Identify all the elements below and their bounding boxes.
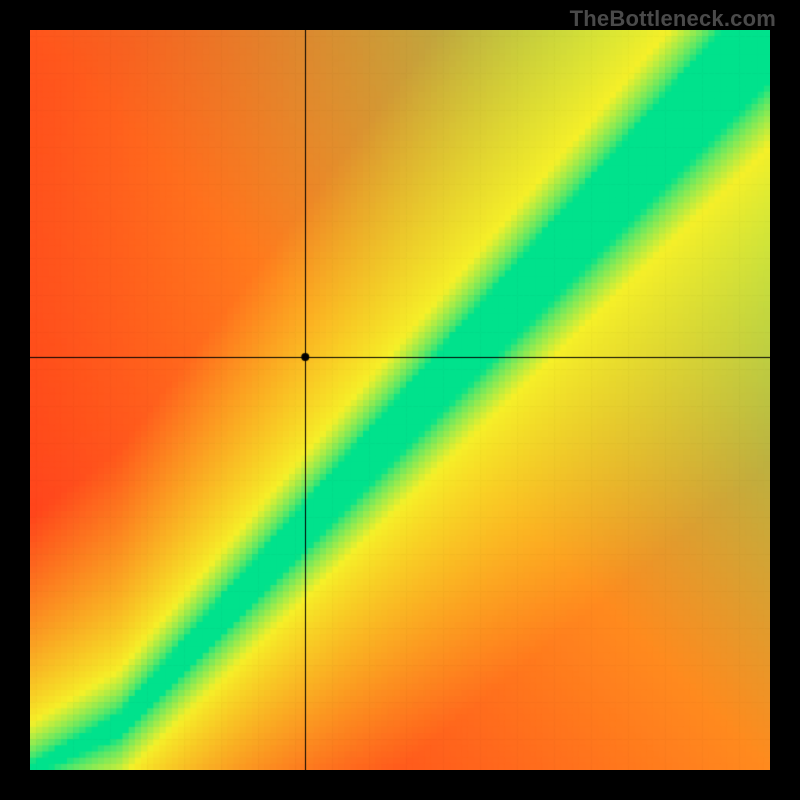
chart-outer: TheBottleneck.com xyxy=(0,0,800,800)
bottleneck-heatmap xyxy=(30,30,770,770)
watermark-text: TheBottleneck.com xyxy=(570,6,776,32)
plot-area xyxy=(30,30,770,770)
